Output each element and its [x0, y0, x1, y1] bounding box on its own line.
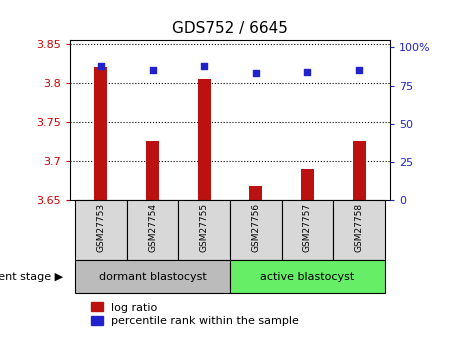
Text: active blastocyst: active blastocyst [260, 272, 354, 282]
Bar [301, 169, 314, 200]
Bar [249, 186, 262, 200]
Text: development stage ▶: development stage ▶ [0, 272, 63, 282]
Bar [198, 79, 211, 200]
Point [252, 70, 259, 76]
Bar [282, 200, 333, 260]
Point [97, 63, 105, 68]
Text: GSM27753: GSM27753 [97, 203, 106, 252]
Title: GDS752 / 6645: GDS752 / 6645 [172, 21, 288, 36]
Point [201, 63, 208, 68]
Point [149, 68, 156, 73]
Text: GSM27758: GSM27758 [354, 203, 364, 252]
Bar [230, 260, 385, 293]
Text: GSM27756: GSM27756 [251, 203, 260, 252]
Bar [353, 141, 366, 200]
Bar [230, 200, 282, 260]
Bar [127, 200, 178, 260]
Bar [75, 200, 127, 260]
Point [355, 68, 363, 73]
Point [304, 69, 311, 75]
Text: GSM27755: GSM27755 [200, 203, 209, 252]
Bar [94, 67, 107, 200]
Bar [75, 260, 230, 293]
Text: GSM27757: GSM27757 [303, 203, 312, 252]
Text: GSM27754: GSM27754 [148, 203, 157, 252]
Bar [178, 200, 230, 260]
Legend: log ratio, percentile rank within the sample: log ratio, percentile rank within the sa… [92, 302, 299, 326]
Bar [333, 200, 385, 260]
Text: dormant blastocyst: dormant blastocyst [99, 272, 207, 282]
Bar [146, 141, 159, 200]
